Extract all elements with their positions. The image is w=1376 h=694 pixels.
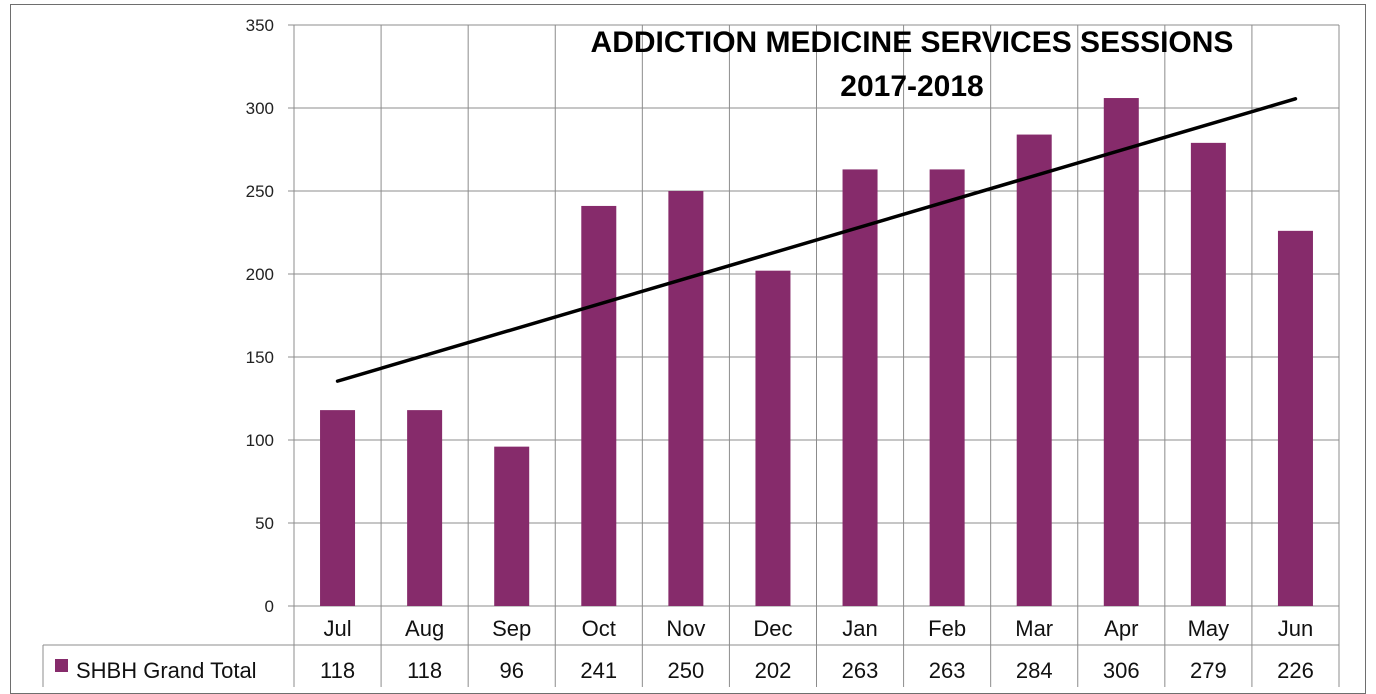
x-tick-label-jul: Jul [323,616,351,641]
bar-jan [842,169,878,607]
data-label-aug: 118 [407,658,442,683]
x-tick-label-sep: Sep [492,616,531,641]
trendline [335,97,1298,383]
x-tick-label-nov: Nov [666,616,705,641]
x-tick-label-aug: Aug [405,616,444,641]
x-tick-label-jan: Jan [842,616,877,641]
x-tick-label-apr: Apr [1104,616,1138,641]
legend-swatch [55,659,68,672]
y-axis: 0 50 100 150 200 250 300 350 [246,16,294,616]
y-tick-label: 350 [246,16,274,35]
data-label-may: 279 [1190,658,1227,683]
trendline-group [335,97,1298,383]
chart-subtitle: 2017-2018 [840,70,983,103]
bar-mar [1016,134,1052,606]
data-label-jun: 226 [1277,658,1314,683]
data-label-nov: 250 [668,658,705,683]
x-tick-label-mar: Mar [1015,616,1053,641]
bar-nov [668,191,704,606]
data-label-oct: 241 [580,658,617,683]
x-tick-label-dec: Dec [753,616,792,641]
bar-apr [1103,98,1139,606]
bar-may [1190,142,1226,607]
bar-feb [929,169,965,607]
data-label-dec: 202 [755,658,792,683]
y-tick-label: 300 [246,99,274,118]
data-label-feb: 263 [929,658,966,683]
chart-title: ADDICTION MEDICINE SERVICES SESSIONS [591,26,1234,59]
bar-aug [407,410,443,606]
y-tick-label: 0 [265,597,274,616]
bar-dec [755,270,791,606]
bar-jun [1277,230,1313,606]
data-label-mar: 284 [1016,658,1053,683]
x-tick-label-feb: Feb [928,616,966,641]
data-label-apr: 306 [1103,658,1140,683]
bars [320,98,1313,607]
gridlines [293,24,1340,687]
x-tick-label-jun: Jun [1278,616,1313,641]
bar-oct [581,205,617,606]
legend-label: SHBH Grand Total [76,658,257,683]
bar-sep [494,446,530,606]
y-tick-label: 250 [246,182,274,201]
bar-jul [320,410,356,606]
y-tick-label: 200 [246,265,274,284]
x-tick-label-oct: Oct [582,616,616,641]
x-tick-label-may: May [1188,616,1230,641]
y-tick-label: 150 [246,348,274,367]
y-tick-label: 50 [255,514,274,533]
data-label-jan: 263 [842,658,879,683]
data-table: Jul 118 Aug 118 Sep 96 Oct 241 Nov 250 Dec 202 Jan 26… [42,616,1339,687]
y-tick-label: 100 [246,431,274,450]
data-label-sep: 96 [499,658,523,683]
data-label-jul: 118 [320,658,355,683]
